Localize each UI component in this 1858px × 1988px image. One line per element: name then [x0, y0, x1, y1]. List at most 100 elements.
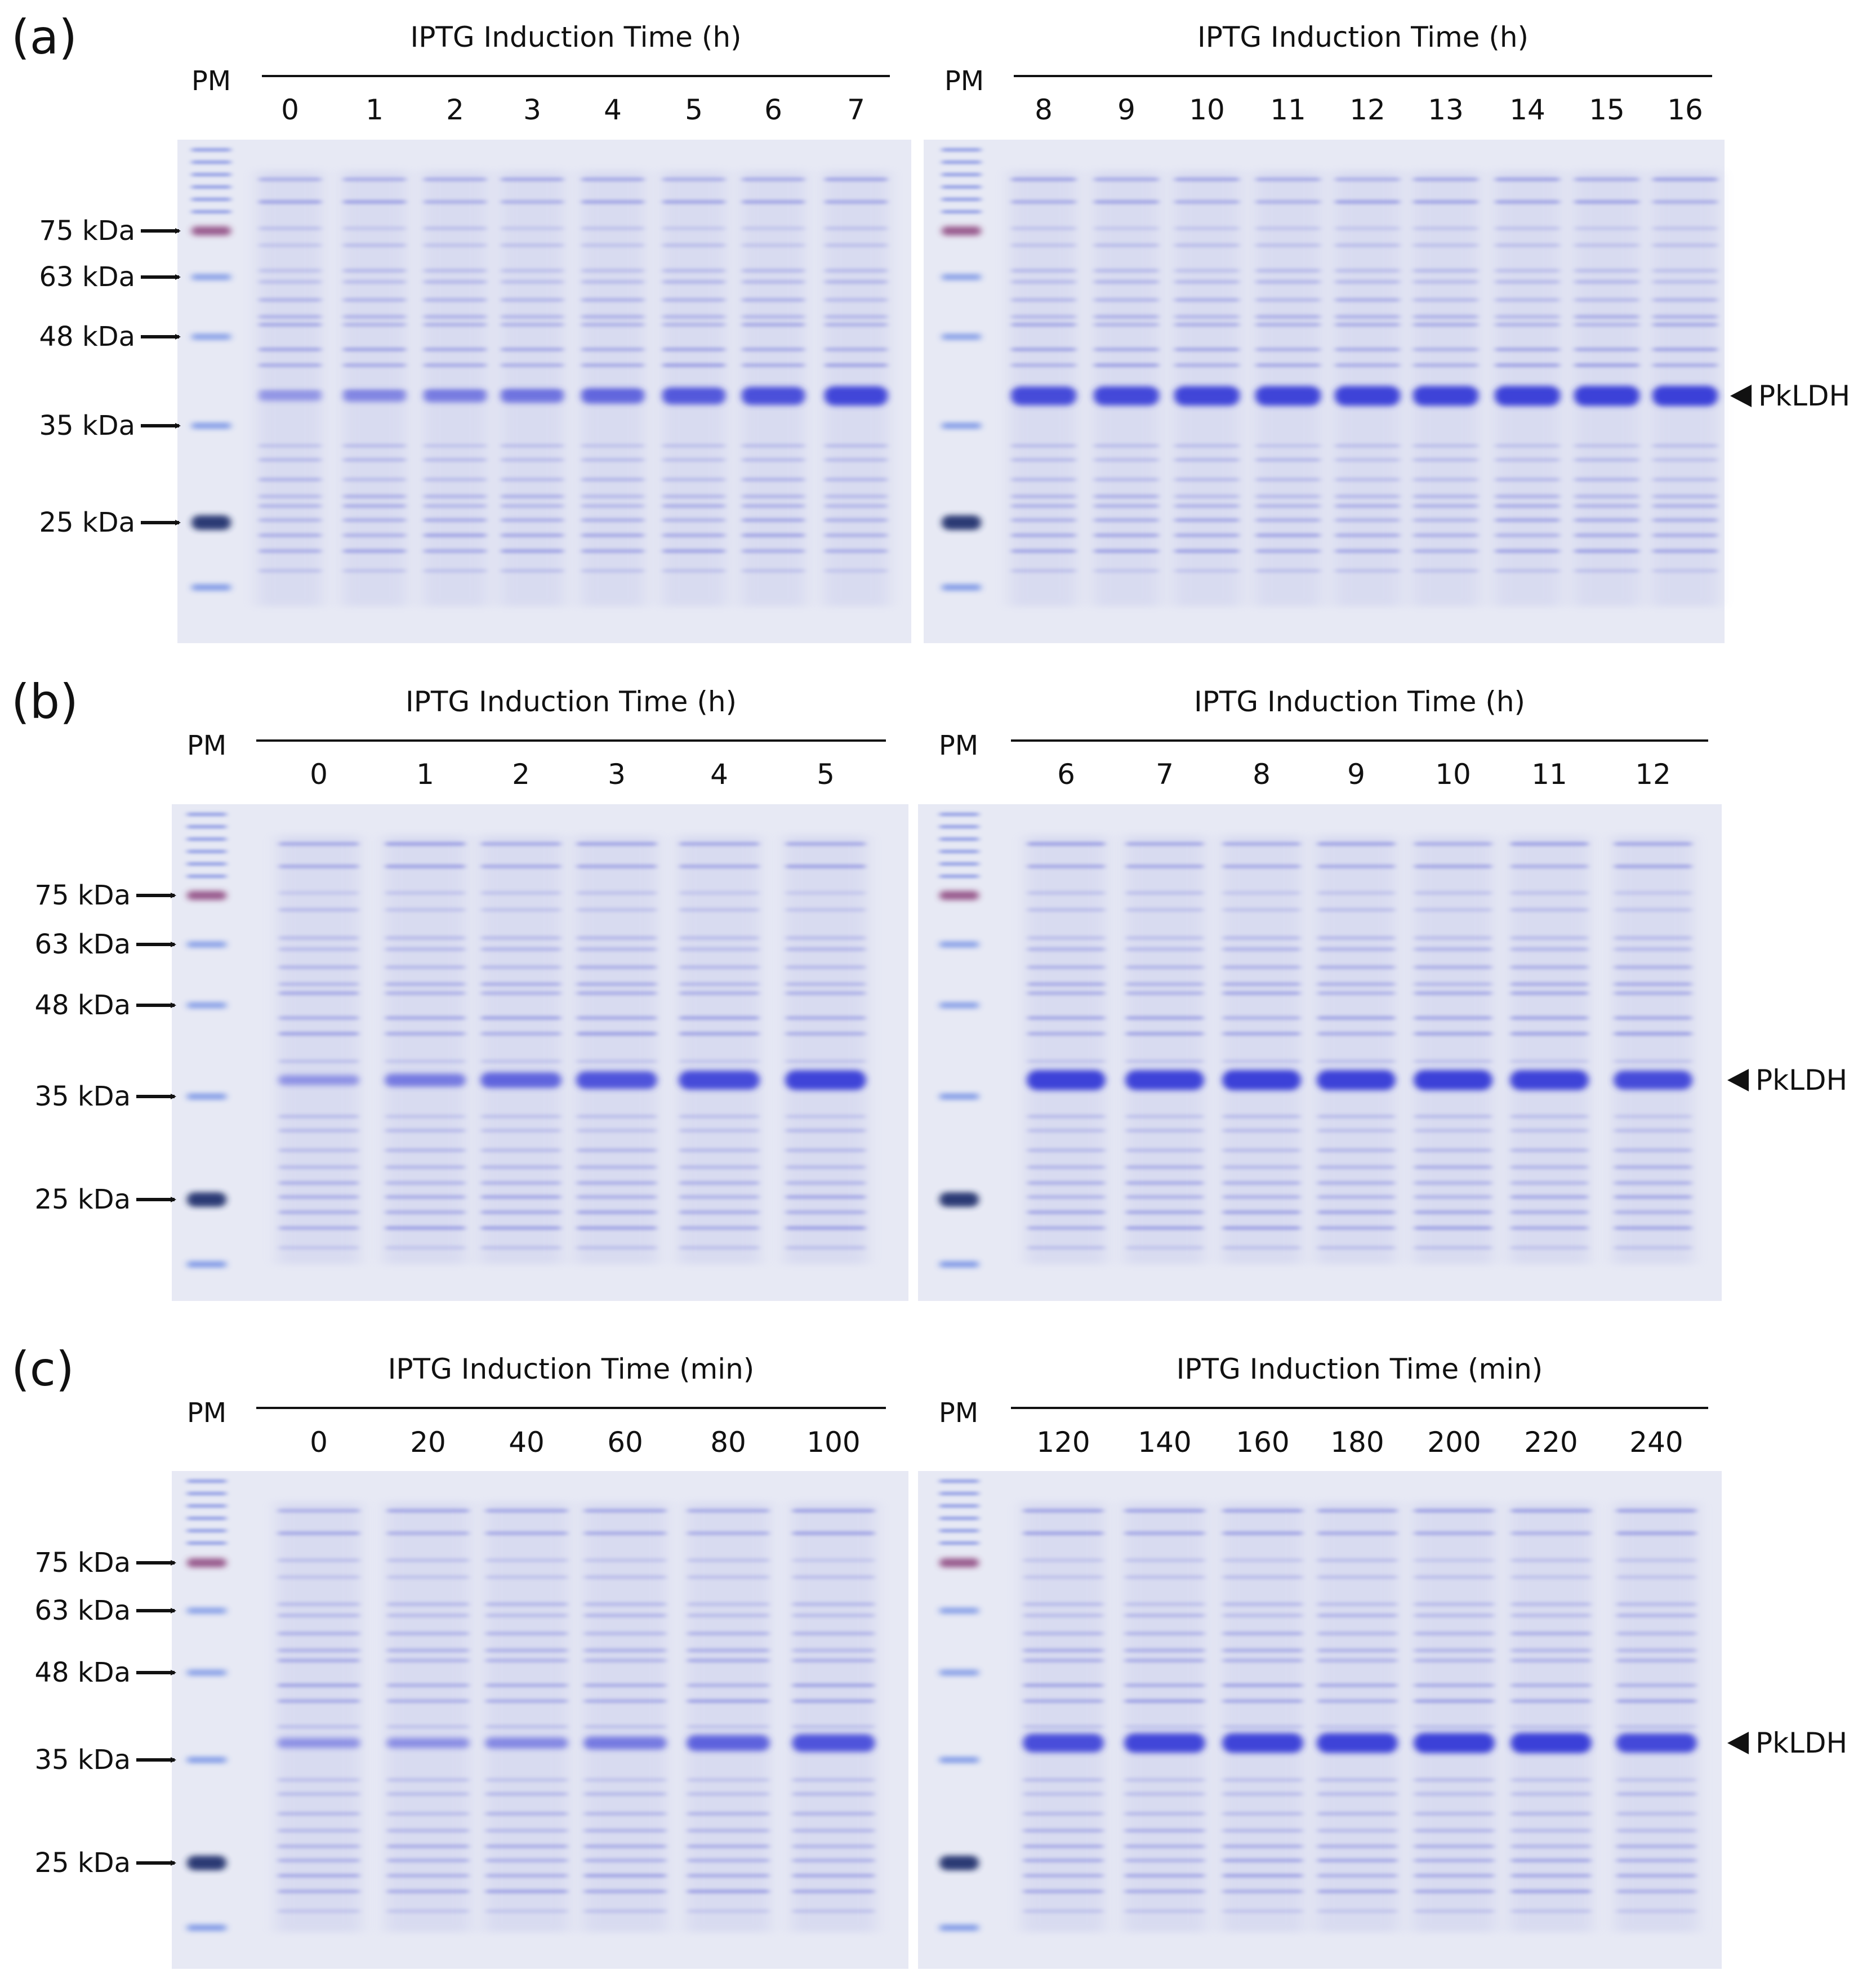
- pkldh-band: [1222, 1733, 1303, 1753]
- protein-band: [577, 1210, 657, 1214]
- sample-lane: [499, 171, 565, 607]
- protein-band: [485, 1792, 568, 1796]
- sample-lane: [823, 171, 889, 607]
- protein-band: [792, 1613, 875, 1617]
- protein-band: [584, 1844, 666, 1848]
- lane-label: 14: [1509, 93, 1545, 126]
- protein-band: [1414, 908, 1492, 912]
- protein-band: [1126, 842, 1204, 846]
- protein-band: [424, 569, 487, 573]
- protein-band: [1011, 269, 1076, 273]
- ladder-band: [191, 275, 231, 279]
- protein-band: [1495, 458, 1560, 462]
- lane-label: 3: [608, 758, 626, 791]
- protein-band: [1126, 965, 1204, 969]
- protein-band: [687, 1874, 769, 1878]
- protein-band: [584, 1659, 666, 1662]
- protein-band: [825, 226, 888, 230]
- protein-band: [1255, 280, 1321, 284]
- protein-band: [1414, 1699, 1494, 1703]
- protein-band: [1614, 982, 1692, 986]
- ladder-band: [939, 1094, 979, 1099]
- protein-band: [792, 1858, 875, 1862]
- protein-band: [742, 458, 805, 462]
- protein-band: [1616, 1575, 1696, 1579]
- protein-band: [1023, 1792, 1103, 1796]
- protein-band: [279, 1148, 359, 1152]
- protein-band: [481, 1165, 561, 1169]
- lane-label: 140: [1138, 1426, 1191, 1459]
- protein-band: [1223, 1659, 1303, 1662]
- ladder-band: [191, 148, 231, 151]
- ladder-band: [942, 173, 981, 176]
- lane-label: 20: [410, 1426, 446, 1459]
- protein-band: [387, 1858, 469, 1862]
- protein-band: [1027, 864, 1105, 868]
- protein-band: [742, 549, 805, 553]
- protein-band: [1335, 323, 1400, 327]
- lane-smear: [257, 171, 323, 607]
- lane-label: 6: [764, 93, 782, 126]
- protein-band: [387, 1558, 469, 1562]
- protein-band: [1174, 177, 1240, 181]
- protein-band: [1335, 363, 1400, 367]
- protein-band: [1511, 1181, 1588, 1185]
- protein-band: [485, 1613, 568, 1617]
- protein-band: [278, 1648, 360, 1652]
- protein-band: [1126, 947, 1204, 951]
- protein-band: [1094, 177, 1159, 181]
- protein-band: [387, 1632, 469, 1635]
- sample-lane: [277, 835, 360, 1264]
- protein-band: [259, 323, 322, 327]
- protein-band: [1011, 533, 1076, 537]
- protein-band: [1574, 226, 1639, 230]
- protein-band: [485, 1648, 568, 1652]
- protein-band: [1414, 1659, 1494, 1662]
- protein-band: [1255, 494, 1321, 498]
- protein-band: [792, 1659, 875, 1662]
- protein-band: [259, 549, 322, 553]
- protein-band: [1335, 269, 1400, 273]
- protein-band: [1495, 504, 1560, 508]
- lane-label: 12: [1635, 758, 1671, 791]
- protein-band: [1413, 458, 1478, 462]
- sample-lane: [685, 1502, 771, 1932]
- ladder-band: [939, 875, 979, 878]
- protein-band: [584, 1792, 666, 1796]
- protein-band: [279, 1181, 359, 1185]
- protein-band: [577, 1181, 657, 1185]
- protein-band: [742, 323, 805, 327]
- protein-band: [1255, 549, 1321, 553]
- protein-band: [1652, 226, 1718, 230]
- protein-band: [1511, 1148, 1588, 1152]
- sample-lane: [257, 171, 323, 607]
- protein-band: [792, 1575, 875, 1579]
- protein-band: [679, 965, 759, 969]
- protein-band: [1616, 1909, 1696, 1913]
- protein-band: [1174, 549, 1240, 553]
- protein-band: [1574, 478, 1639, 482]
- lane-smear: [1022, 1502, 1105, 1932]
- protein-band: [1027, 947, 1105, 951]
- protein-band: [1652, 518, 1718, 522]
- marker-label: 63 kDa: [39, 261, 135, 293]
- protein-band: [259, 478, 322, 482]
- protein-band: [485, 1699, 568, 1703]
- lane-label: 160: [1236, 1426, 1289, 1459]
- lane-label: 1: [366, 93, 384, 126]
- protein-band: [387, 1874, 469, 1878]
- protein-band: [279, 908, 359, 912]
- protein-band: [1495, 298, 1560, 302]
- protein-band: [584, 1889, 666, 1893]
- ladder-band: [187, 813, 226, 816]
- protein-band: [387, 1724, 469, 1729]
- protein-band: [687, 1699, 769, 1703]
- protein-band: [1574, 458, 1639, 462]
- protein-band: [279, 1032, 359, 1036]
- protein-band: [687, 1575, 769, 1579]
- marker-label: 75 kDa: [39, 215, 135, 247]
- protein-band: [1223, 1016, 1300, 1020]
- protein-band: [278, 1558, 360, 1562]
- protein-band: [485, 1558, 568, 1562]
